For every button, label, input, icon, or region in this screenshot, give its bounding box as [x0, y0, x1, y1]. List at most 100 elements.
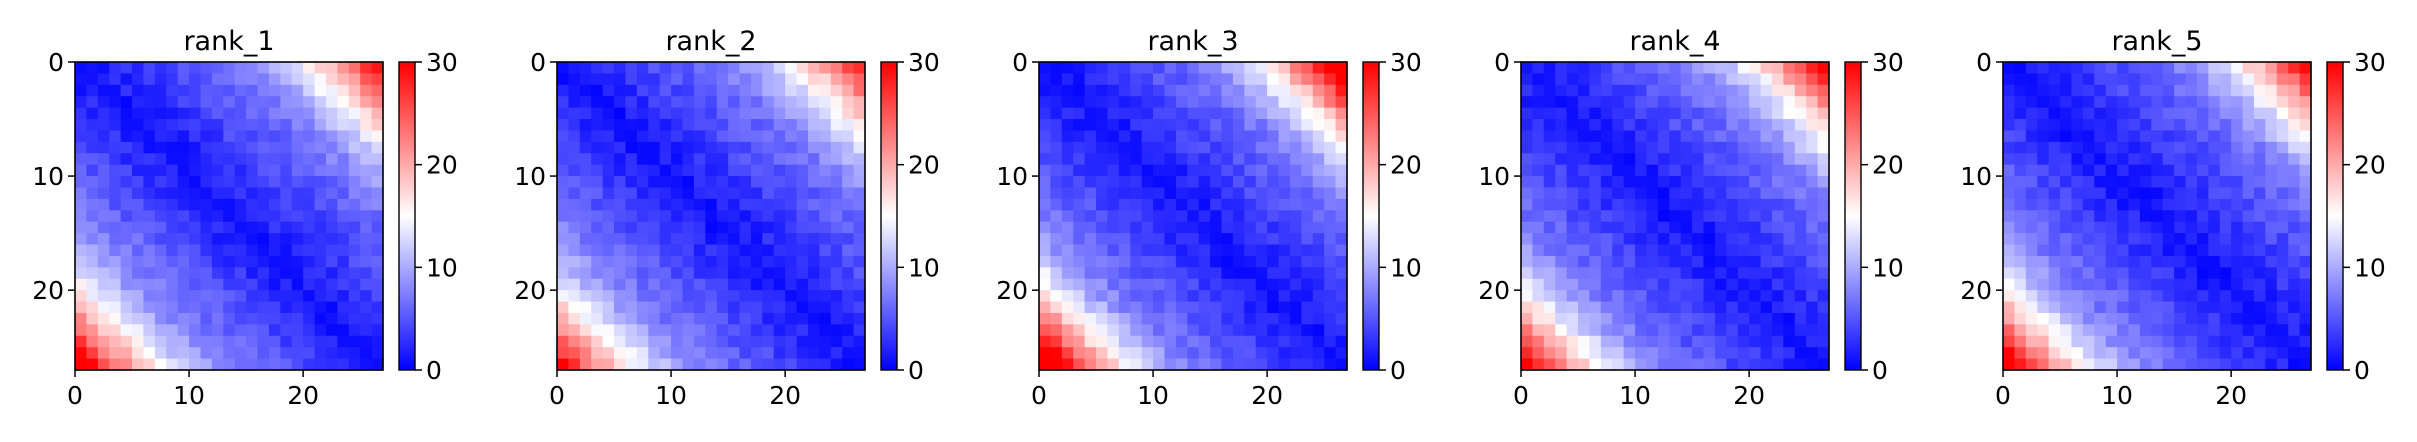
heatmap-cell	[2025, 301, 2038, 314]
heatmap-cell	[2185, 141, 2198, 154]
heatmap-cell	[1324, 210, 1337, 223]
heatmap-cell	[360, 347, 373, 360]
heatmap-cell	[1312, 107, 1325, 120]
heatmap-cell	[705, 73, 718, 86]
heatmap-cell	[705, 335, 718, 348]
heatmap-cell	[1118, 141, 1131, 154]
heatmap-cell	[2105, 84, 2118, 97]
heatmap-cell	[97, 221, 110, 234]
heatmap-cell	[568, 312, 581, 325]
heatmap-cell	[1600, 267, 1613, 280]
y-tick-label: 20	[1478, 276, 1510, 305]
heatmap-cell	[2299, 119, 2312, 132]
heatmap-cell	[2288, 244, 2301, 257]
heatmap-cell	[2003, 176, 2016, 189]
heatmap-cell	[1521, 221, 1534, 234]
heatmap-cell	[1153, 62, 1166, 75]
heatmap-cell	[1153, 187, 1166, 200]
heatmap-cell	[2276, 278, 2289, 291]
heatmap-cell	[785, 107, 798, 120]
heatmap-cell	[1175, 233, 1188, 246]
heatmap-cell	[853, 153, 866, 166]
heatmap-cell	[1806, 312, 1819, 325]
heatmap-cell	[659, 62, 672, 75]
heatmap-cell	[750, 62, 763, 75]
heatmap-cell	[360, 221, 373, 234]
heatmap-cell	[1175, 119, 1188, 132]
heatmap-cell	[200, 119, 213, 132]
heatmap-cell	[109, 96, 122, 109]
heatmap-cell	[1175, 255, 1188, 268]
heatmap-cell	[234, 244, 247, 257]
heatmap-cell	[557, 164, 570, 177]
heatmap-cell	[1221, 290, 1234, 303]
heatmap-cell	[1289, 278, 1302, 291]
heatmap-cell	[1175, 324, 1188, 337]
heatmap-cell	[2117, 358, 2130, 371]
heatmap-cell	[1061, 141, 1074, 154]
heatmap-cell	[659, 221, 672, 234]
heatmap-cell	[280, 290, 293, 303]
heatmap-cell	[1221, 84, 1234, 97]
heatmap-cell	[602, 324, 615, 337]
heatmap-cell	[614, 255, 627, 268]
heatmap-cell	[1267, 73, 1280, 86]
heatmap-cell	[1600, 221, 1613, 234]
heatmap-cell	[785, 278, 798, 291]
heatmap-cell	[1578, 278, 1591, 291]
heatmap-cell	[1680, 198, 1693, 211]
heatmap-cell	[705, 278, 718, 291]
heatmap-cell	[1232, 347, 1245, 360]
heatmap-cell	[1692, 96, 1705, 109]
heatmap-cell	[223, 119, 236, 132]
heatmap-cell	[602, 312, 615, 325]
heatmap-cell	[2196, 221, 2209, 234]
heatmap-cell	[2196, 233, 2209, 246]
heatmap-cell	[360, 73, 373, 86]
heatmap-cell	[1153, 278, 1166, 291]
heatmap-cell	[568, 141, 581, 154]
heatmap-cell	[2253, 210, 2266, 223]
heatmap-cell	[1255, 130, 1268, 143]
heatmap-cell	[337, 107, 350, 120]
heatmap-cell	[120, 244, 133, 257]
heatmap-cell	[1521, 301, 1534, 314]
heatmap-cell	[120, 96, 133, 109]
heatmap-cell	[1600, 335, 1613, 348]
heatmap-cell	[154, 164, 167, 177]
heatmap-cell	[716, 84, 729, 97]
heatmap-cell	[325, 347, 338, 360]
heatmap-cell	[303, 244, 316, 257]
heatmap-cell	[177, 84, 190, 97]
heatmap-cell	[762, 187, 775, 200]
heatmap-cell	[1612, 312, 1625, 325]
heatmap-cell	[1050, 130, 1063, 143]
heatmap-cell	[189, 278, 202, 291]
heatmap-cell	[234, 84, 247, 97]
heatmap-cell	[1073, 164, 1086, 177]
heatmap-cell	[2014, 312, 2027, 325]
heatmap-cell	[1187, 96, 1200, 109]
heatmap-cell	[2242, 290, 2255, 303]
heatmap-cell	[325, 301, 338, 314]
heatmap-cell	[1198, 62, 1211, 75]
heatmap-cell	[1096, 312, 1109, 325]
heatmap-cell	[1817, 187, 1830, 200]
heatmap-cell	[1635, 62, 1648, 75]
heatmap-cell	[143, 267, 156, 280]
heatmap-cell	[682, 221, 695, 234]
heatmap-cell	[1669, 198, 1682, 211]
heatmap-cell	[325, 335, 338, 348]
heatmap-cell	[750, 141, 763, 154]
heatmap-cell	[2003, 96, 2016, 109]
heatmap-cell	[2265, 312, 2278, 325]
heatmap-cell	[75, 107, 88, 120]
heatmap-cell	[1623, 198, 1636, 211]
heatmap-cell	[2128, 176, 2141, 189]
heatmap-cell	[1232, 244, 1245, 257]
heatmap-cell	[1039, 198, 1052, 211]
heatmap-cell	[2105, 119, 2118, 132]
heatmap-cell	[143, 324, 156, 337]
heatmap-cell	[796, 290, 809, 303]
heatmap-cell	[1278, 221, 1291, 234]
